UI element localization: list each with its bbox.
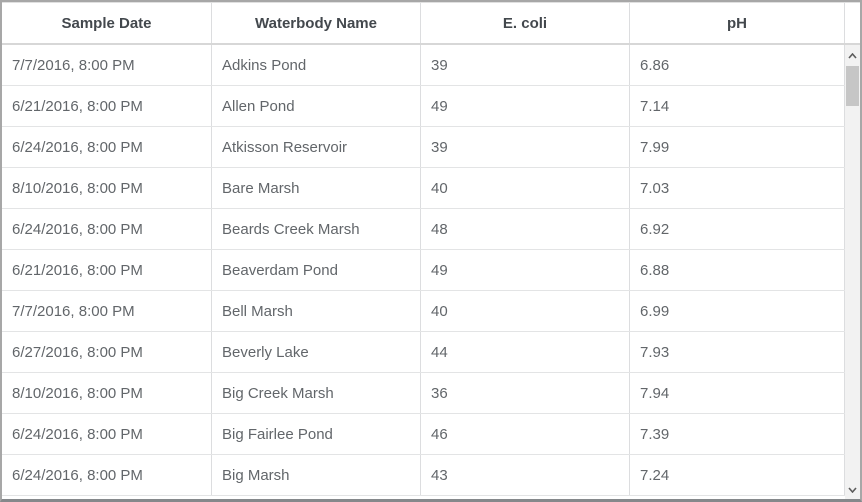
cell-waterbody-name: Allen Pond [212, 86, 421, 126]
chevron-down-icon [848, 480, 857, 498]
cell-e-coli: 44 [421, 332, 630, 372]
table-row[interactable]: 6/24/2016, 8:00 PM Big Fairlee Pond 46 7… [2, 414, 845, 455]
table-row[interactable]: 7/7/2016, 8:00 PM Adkins Pond 39 6.86 [2, 45, 845, 86]
scroll-down-button[interactable] [845, 481, 860, 497]
cell-e-coli: 39 [421, 45, 630, 85]
cell-ph: 7.14 [630, 86, 845, 126]
cell-e-coli: 48 [421, 209, 630, 249]
table-header: Sample Date Waterbody Name E. coli pH [2, 2, 860, 45]
cell-ph: 7.24 [630, 455, 845, 495]
cell-waterbody-name: Atkisson Reservoir [212, 127, 421, 167]
cell-ph: 7.94 [630, 373, 845, 413]
cell-waterbody-name: Beverly Lake [212, 332, 421, 372]
cell-sample-date: 7/7/2016, 8:00 PM [2, 291, 212, 331]
table-row[interactable]: 6/21/2016, 8:00 PM Allen Pond 49 7.14 [2, 86, 845, 127]
cell-sample-date: 6/24/2016, 8:00 PM [2, 455, 212, 495]
cell-waterbody-name: Big Creek Marsh [212, 373, 421, 413]
scroll-up-button[interactable] [845, 47, 860, 63]
cell-ph: 7.93 [630, 332, 845, 372]
cell-ph: 7.99 [630, 127, 845, 167]
cell-e-coli: 39 [421, 127, 630, 167]
cell-sample-date: 8/10/2016, 8:00 PM [2, 168, 212, 208]
cell-sample-date: 6/21/2016, 8:00 PM [2, 86, 212, 126]
cell-ph: 6.86 [630, 45, 845, 85]
table-row[interactable]: 8/10/2016, 8:00 PM Big Creek Marsh 36 7.… [2, 373, 845, 414]
table-row[interactable]: 8/10/2016, 8:00 PM Bare Marsh 40 7.03 [2, 168, 845, 209]
cell-waterbody-name: Adkins Pond [212, 45, 421, 85]
cell-sample-date: 7/7/2016, 8:00 PM [2, 45, 212, 85]
cell-ph: 7.39 [630, 414, 845, 454]
table-row[interactable]: 6/24/2016, 8:00 PM Atkisson Reservoir 39… [2, 127, 845, 168]
cell-e-coli: 49 [421, 250, 630, 290]
table-row[interactable]: 7/7/2016, 8:00 PM Bell Marsh 40 6.99 [2, 291, 845, 332]
vertical-scrollbar[interactable] [845, 45, 860, 499]
table-row[interactable]: 6/24/2016, 8:00 PM Beards Creek Marsh 48… [2, 209, 845, 250]
cell-sample-date: 8/10/2016, 8:00 PM [2, 373, 212, 413]
cell-e-coli: 40 [421, 168, 630, 208]
cell-waterbody-name: Beards Creek Marsh [212, 209, 421, 249]
cell-ph: 6.88 [630, 250, 845, 290]
cell-sample-date: 6/24/2016, 8:00 PM [2, 127, 212, 167]
cell-waterbody-name: Big Fairlee Pond [212, 414, 421, 454]
cell-e-coli: 36 [421, 373, 630, 413]
table-rows: 7/7/2016, 8:00 PM Adkins Pond 39 6.86 6/… [2, 45, 845, 499]
header-scrollbar-spacer [845, 3, 860, 43]
cell-waterbody-name: Beaverdam Pond [212, 250, 421, 290]
column-header-e-coli[interactable]: E. coli [421, 3, 630, 43]
column-header-waterbody-name[interactable]: Waterbody Name [212, 3, 421, 43]
scroll-thumb[interactable] [846, 66, 859, 106]
table-body: 7/7/2016, 8:00 PM Adkins Pond 39 6.86 6/… [2, 45, 860, 499]
cell-ph: 7.03 [630, 168, 845, 208]
cell-e-coli: 43 [421, 455, 630, 495]
cell-sample-date: 6/24/2016, 8:00 PM [2, 209, 212, 249]
cell-sample-date: 6/24/2016, 8:00 PM [2, 414, 212, 454]
column-header-ph[interactable]: pH [630, 3, 845, 43]
cell-waterbody-name: Bell Marsh [212, 291, 421, 331]
cell-waterbody-name: Bare Marsh [212, 168, 421, 208]
table-row[interactable]: 6/27/2016, 8:00 PM Beverly Lake 44 7.93 [2, 332, 845, 373]
table-row[interactable]: 6/21/2016, 8:00 PM Beaverdam Pond 49 6.8… [2, 250, 845, 291]
cell-sample-date: 6/21/2016, 8:00 PM [2, 250, 212, 290]
column-header-sample-date[interactable]: Sample Date [2, 3, 212, 43]
cell-e-coli: 46 [421, 414, 630, 454]
cell-ph: 6.99 [630, 291, 845, 331]
cell-e-coli: 40 [421, 291, 630, 331]
cell-e-coli: 49 [421, 86, 630, 126]
cell-ph: 6.92 [630, 209, 845, 249]
table-row[interactable]: 6/24/2016, 8:00 PM Big Marsh 43 7.24 [2, 455, 845, 496]
chevron-up-icon [848, 46, 857, 64]
cell-sample-date: 6/27/2016, 8:00 PM [2, 332, 212, 372]
cell-waterbody-name: Big Marsh [212, 455, 421, 495]
